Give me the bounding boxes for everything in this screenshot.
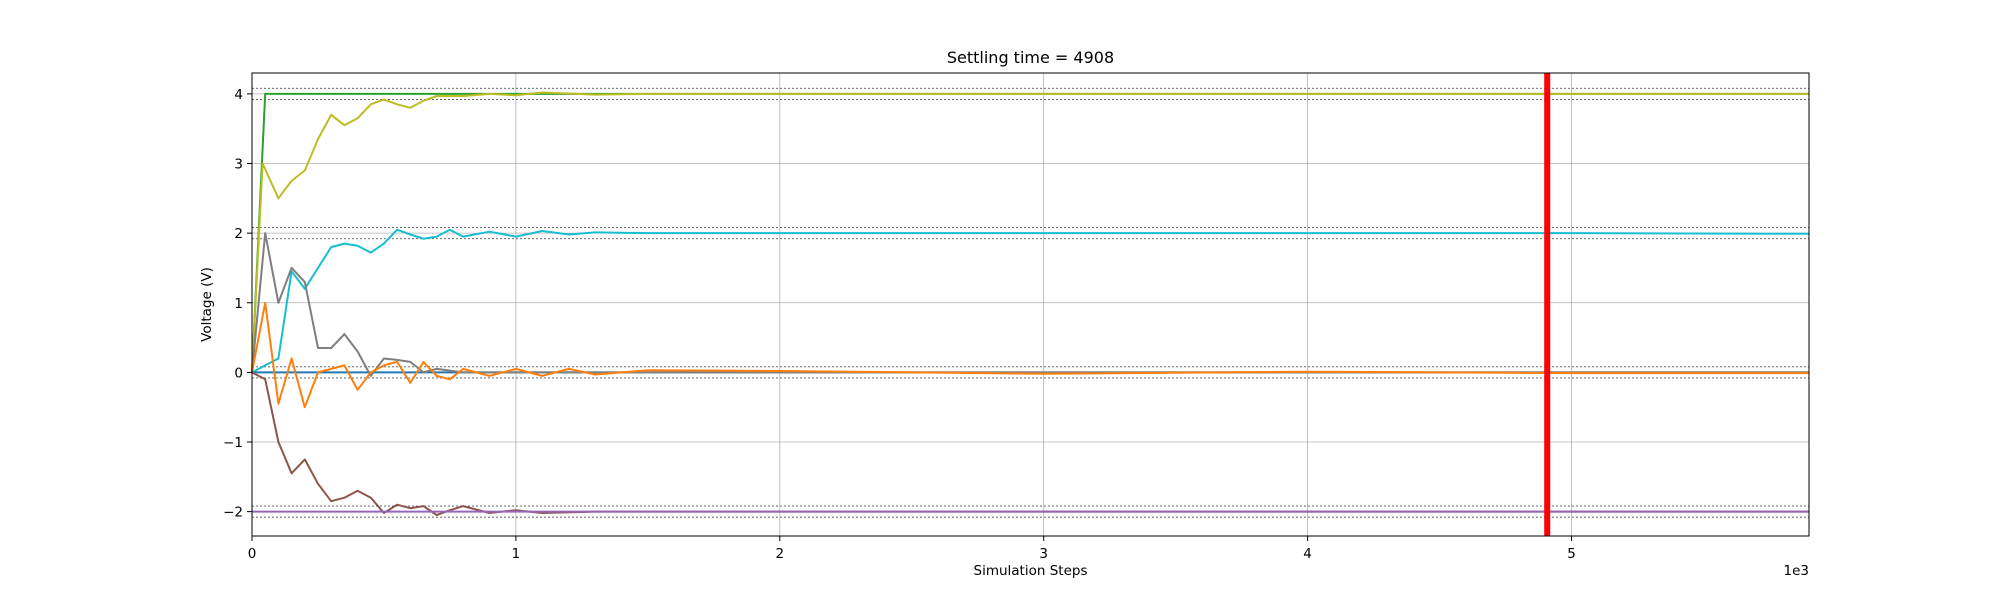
plot-frame	[251, 72, 1810, 537]
x-tick-label: 3	[1039, 546, 1048, 562]
x-tick-label: 0	[248, 546, 257, 562]
y-ticks: −2 −1 0 1 2 3 4	[223, 87, 252, 521]
data-series	[251, 91, 1810, 517]
x-tick-label: 1	[512, 546, 521, 562]
series-line-4	[251, 232, 1809, 377]
series-line-6	[251, 371, 1809, 517]
series-line-3	[251, 228, 1810, 374]
x-axis-offset-label: 1e3	[1784, 563, 1809, 579]
x-tick-label: 2	[775, 546, 784, 562]
y-tick-label: 1	[234, 296, 243, 312]
y-tick-label: 2	[234, 226, 243, 242]
y-tick-label: −1	[223, 435, 243, 451]
series-line-5	[251, 301, 1809, 409]
series-line-2	[251, 91, 1809, 373]
x-axis-label: Simulation Steps	[974, 563, 1088, 579]
x-tick-label: 5	[1567, 546, 1576, 562]
grid-lines	[251, 73, 1809, 536]
chart-title: Settling time = 4908	[947, 48, 1114, 67]
y-tick-label: 4	[234, 87, 243, 103]
x-ticks: 0 1 2 3 4 5	[248, 536, 1576, 562]
y-tick-label: −2	[223, 505, 243, 521]
y-axis-label: Voltage (V)	[199, 267, 215, 342]
y-tick-label: 3	[234, 157, 243, 173]
y-tick-label: 0	[234, 365, 243, 381]
x-tick-label: 4	[1303, 546, 1312, 562]
